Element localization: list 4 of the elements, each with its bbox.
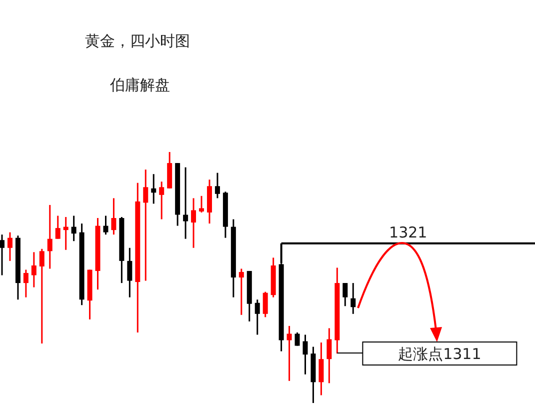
chart-subtitle: 伯庸解盘	[109, 76, 170, 94]
chart-title: 黄金，四小时图	[85, 32, 190, 50]
series-label: 1321	[389, 223, 428, 242]
annotation: 起涨点1311	[362, 342, 518, 366]
